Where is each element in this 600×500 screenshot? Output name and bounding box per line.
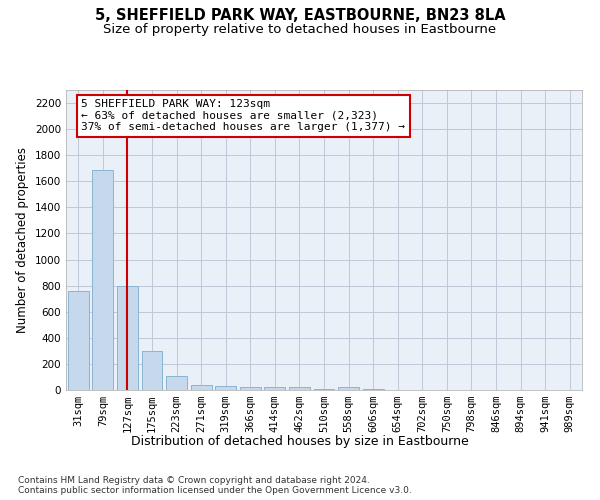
Text: Distribution of detached houses by size in Eastbourne: Distribution of detached houses by size … bbox=[131, 435, 469, 448]
Bar bbox=[215, 386, 236, 390]
Bar bbox=[265, 388, 286, 390]
Y-axis label: Number of detached properties: Number of detached properties bbox=[16, 147, 29, 333]
Bar bbox=[68, 291, 89, 390]
Bar bbox=[92, 170, 113, 390]
Bar bbox=[117, 286, 138, 390]
Bar bbox=[338, 388, 359, 390]
Text: Contains HM Land Registry data © Crown copyright and database right 2024.
Contai: Contains HM Land Registry data © Crown c… bbox=[18, 476, 412, 495]
Text: 5, SHEFFIELD PARK WAY, EASTBOURNE, BN23 8LA: 5, SHEFFIELD PARK WAY, EASTBOURNE, BN23 … bbox=[95, 8, 505, 22]
Text: Size of property relative to detached houses in Eastbourne: Size of property relative to detached ho… bbox=[103, 22, 497, 36]
Bar bbox=[289, 388, 310, 390]
Bar bbox=[240, 386, 261, 390]
Bar bbox=[142, 351, 163, 390]
Text: 5 SHEFFIELD PARK WAY: 123sqm
← 63% of detached houses are smaller (2,323)
37% of: 5 SHEFFIELD PARK WAY: 123sqm ← 63% of de… bbox=[82, 99, 406, 132]
Bar bbox=[166, 376, 187, 390]
Bar bbox=[191, 385, 212, 390]
